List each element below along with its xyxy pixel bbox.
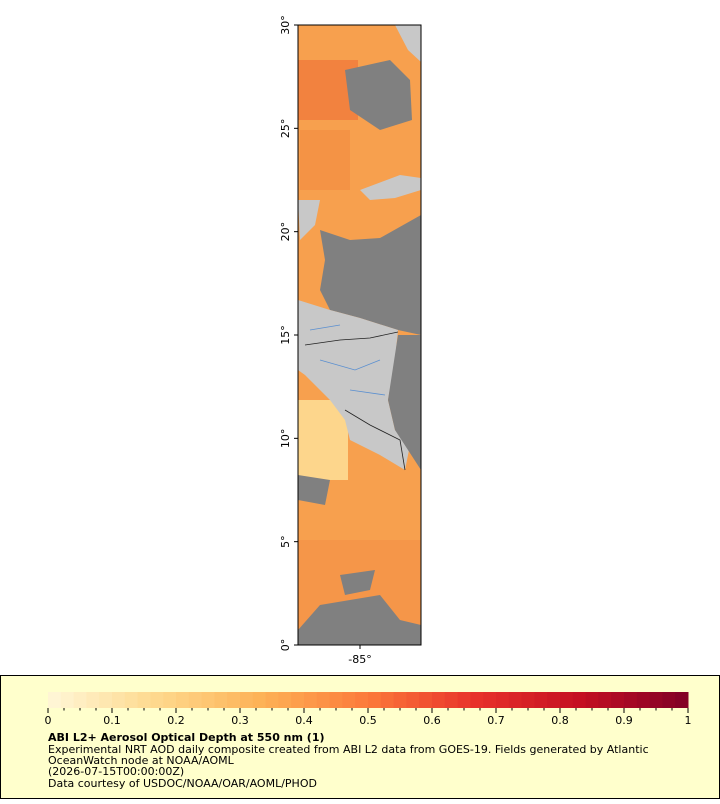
- colorbar-step: [521, 692, 535, 708]
- colorbar-step: [252, 692, 267, 708]
- colorbar-step: [188, 692, 203, 708]
- aod-low-patch: [298, 400, 348, 480]
- colorbar-tick-label: 0.7: [487, 714, 505, 727]
- river: [309, 324, 386, 396]
- colorbar-step: [163, 692, 177, 708]
- colorbar-step: [649, 692, 663, 708]
- colorbar-step: [675, 692, 689, 708]
- colorbar-step: [99, 692, 113, 708]
- colorbar-step: [393, 692, 407, 708]
- colorbar-step: [329, 692, 343, 708]
- colorbar-step: [406, 692, 420, 708]
- no-data: [345, 60, 412, 130]
- land: [395, 25, 421, 62]
- colorbar-step: [227, 692, 241, 708]
- caption-line: Experimental NRT AOD daily composite cre…: [48, 743, 649, 756]
- colorbar-step: [73, 692, 87, 708]
- colorbar-step: [560, 692, 574, 708]
- colorbar-step: [636, 692, 651, 708]
- colorbar: 0 0.1 0.2 0.3 0.4 0.5 0.6 0.7 0.8 0.9 1: [45, 692, 692, 727]
- colorbar-step: [265, 692, 279, 708]
- colorbar-step: [611, 692, 625, 708]
- colorbar-tick-label: 0.6: [423, 714, 441, 727]
- colorbar-step: [60, 692, 75, 708]
- no-data: [388, 335, 421, 470]
- colorbar-step: [598, 692, 612, 708]
- colorbar-tick-label: 0.2: [167, 714, 185, 727]
- colorbar-step: [86, 692, 100, 708]
- no-data: [298, 595, 421, 645]
- colorbar-step: [150, 692, 164, 708]
- caption-line: (2026-07-15T00:00:00Z): [48, 765, 184, 778]
- caption-line: Data courtesy of USDOC/NOAA/OAR/AOML/PHO…: [48, 777, 317, 790]
- colorbar-step: [304, 692, 318, 708]
- colorbar-tick-label: 0.5: [359, 714, 377, 727]
- colorbar-tick-label: 0.1: [103, 714, 121, 727]
- no-data: [340, 570, 375, 595]
- colorbar-step: [444, 692, 459, 708]
- colorbar-tick-label: 0.4: [295, 714, 313, 727]
- colorbar-step: [278, 692, 292, 708]
- colorbar-tick-label: 0.9: [615, 714, 633, 727]
- colorbar-step: [124, 692, 139, 708]
- map: [297, 24, 422, 646]
- colorbar-step: [585, 692, 599, 708]
- land: [298, 200, 320, 240]
- border: [304, 331, 406, 471]
- colorbar-step: [496, 692, 510, 708]
- colorbar-step: [355, 692, 369, 708]
- no-data: [298, 475, 330, 505]
- colorbar-step: [380, 692, 395, 708]
- colorbar-step: [137, 692, 151, 708]
- colorbar-step: [624, 692, 638, 708]
- colorbar-step: [316, 692, 331, 708]
- colorbar-step: [547, 692, 561, 708]
- colorbar-tick-label: 0.8: [551, 714, 569, 727]
- colorbar-step: [112, 692, 126, 708]
- lat-tick-label: 5°: [279, 535, 292, 548]
- lat-tick-label: 0°: [279, 639, 292, 652]
- colorbar-step: [457, 692, 471, 708]
- colorbar-step: [240, 692, 254, 708]
- lat-tick-label: 10°: [279, 429, 292, 449]
- colorbar-step: [201, 692, 215, 708]
- colorbar-step: [508, 692, 523, 708]
- land: [360, 175, 421, 200]
- colorbar-step: [534, 692, 548, 708]
- colorbar-step: [419, 692, 433, 708]
- colorbar-step: [214, 692, 228, 708]
- lat-tick-label: 25°: [279, 119, 292, 139]
- colorbar-step: [470, 692, 484, 708]
- caption-line: OceanWatch node at NOAA/AOML: [48, 754, 235, 767]
- colorbar-tick-label: 1: [685, 714, 692, 727]
- colorbar-step: [368, 692, 382, 708]
- lat-tick-label: 15°: [279, 325, 292, 345]
- colorbar-step: [342, 692, 356, 708]
- colorbar-tick-label: 0: [45, 714, 52, 727]
- lat-tick-label: 20°: [279, 222, 292, 242]
- colorbar-step: [48, 692, 62, 708]
- aod-high-patch: [300, 130, 350, 190]
- colorbar-step: [432, 692, 446, 708]
- colorbar-tick-label: 0.3: [231, 714, 249, 727]
- land: [298, 300, 410, 470]
- colorbar-step: [572, 692, 587, 708]
- colorbar-step: [483, 692, 497, 708]
- colorbar-step: [291, 692, 305, 708]
- lat-tick-label: 30°: [279, 15, 292, 35]
- colorbar-step: [176, 692, 190, 708]
- colorbar-step: [662, 692, 676, 708]
- caption-title: ABI L2+ Aerosol Optical Depth at 550 nm …: [48, 731, 325, 744]
- no-data: [320, 215, 421, 335]
- lon-tick-label: -85°: [348, 653, 371, 666]
